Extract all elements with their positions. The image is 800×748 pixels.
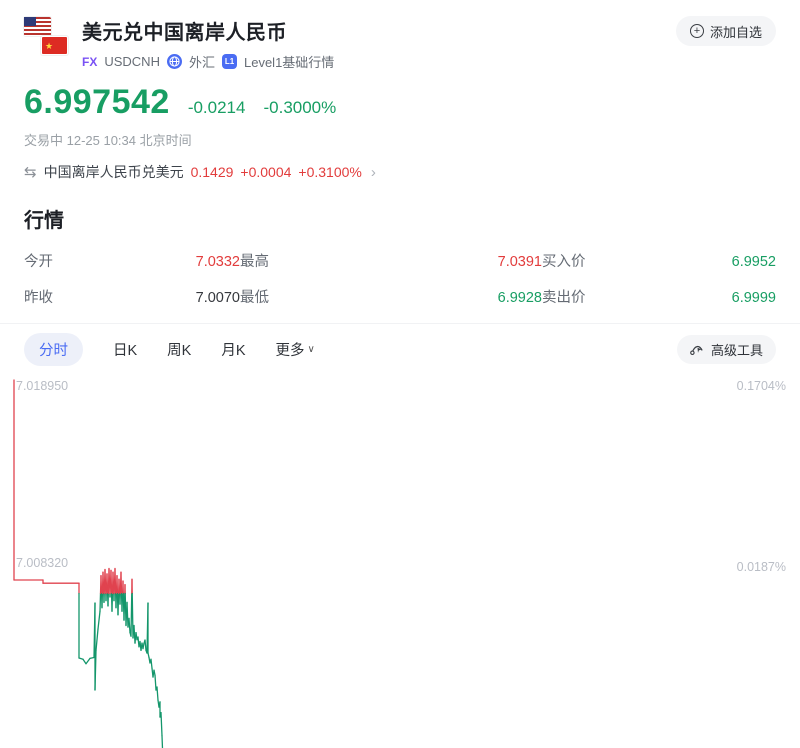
level1-icon: L1: [221, 54, 237, 69]
low-label: 最低: [240, 290, 269, 306]
draw-tool-icon: [690, 345, 703, 355]
advanced-tools-button[interactable]: 高级工具: [676, 335, 776, 364]
pct-axis-label-mid: 0.0187%: [736, 560, 786, 574]
quote-block: 6.997542 -0.0214 -0.3000%: [0, 83, 800, 122]
y-axis-label-top: 7.018950: [16, 379, 69, 393]
high-value: 7.0391: [497, 254, 542, 270]
ask-label: 卖出价: [542, 290, 586, 306]
inverse-pair-label: 中国离岸人民币兑美元: [43, 164, 184, 180]
open-value: 7.0332: [195, 254, 240, 270]
inverse-pair-change-percent: +0.3100%: [298, 164, 362, 180]
price-change: -0.0214: [187, 98, 246, 117]
forex-tag: 外汇: [188, 55, 215, 70]
add-watchlist-button[interactable]: + 添加自选: [675, 16, 776, 46]
plus-circle-icon: +: [689, 24, 704, 38]
pct-axis-label-top: 0.1704%: [736, 379, 786, 393]
prev-close-label: 昨收: [24, 290, 53, 306]
price-change-percent: -0.3000%: [263, 98, 337, 117]
tab-weekly-k[interactable]: 周K: [167, 333, 191, 366]
tab-more[interactable]: 更多 ∨: [276, 333, 315, 366]
swap-icon: ⇆: [24, 164, 37, 181]
tab-monthly-k[interactable]: 月K: [221, 333, 245, 366]
bid-label: 买入价: [542, 254, 586, 270]
prev-close-value: 7.0070: [195, 290, 240, 306]
high-label: 最高: [240, 254, 269, 270]
currency-pair-flags-icon: ★: [24, 16, 70, 56]
china-flag-icon: ★: [41, 36, 68, 55]
intraday-chart-svg: [13, 379, 164, 748]
intraday-chart[interactable]: 7.018950 7.008320 6.997691 0.1704% 0.018…: [0, 375, 800, 748]
market-section-title: 行情: [24, 210, 64, 232]
page-title: 美元兑中国离岸人民币: [82, 22, 287, 44]
bid-value: 6.9952: [731, 254, 776, 270]
tab-intraday[interactable]: 分时: [24, 333, 83, 366]
us-flag-icon: [24, 17, 51, 36]
last-price: 6.997542: [24, 83, 170, 121]
market-section: 行情 今开 7.0332 最高 7.0391 买入价 6.9952 昨收 7.0…: [0, 204, 800, 324]
symbol-code: USDCNH: [104, 54, 160, 69]
add-watchlist-label: 添加自选: [709, 24, 762, 40]
y-axis-label-mid: 7.008320: [16, 556, 69, 570]
low-value: 6.9928: [497, 290, 542, 306]
chevron-down-icon: ∨: [307, 344, 315, 355]
symbol-tags: FX USDCNH 外汇 L1 Level1基础行情: [82, 52, 334, 71]
trading-status: 交易中 12-25 10:34 北京时间: [24, 133, 192, 148]
ask-value: 6.9999: [731, 290, 776, 306]
inverse-pair-row[interactable]: ⇆ 中国离岸人民币兑美元 0.1429 +0.0004 +0.3100% ›: [0, 162, 800, 182]
inverse-pair-change: +0.0004: [240, 164, 292, 180]
inverse-pair-price: 0.1429: [190, 164, 234, 180]
fx-tag: FX: [82, 54, 98, 69]
globe-icon: [166, 54, 182, 69]
chevron-right-icon: ›: [370, 163, 376, 181]
open-label: 今开: [24, 254, 53, 270]
tab-daily-k[interactable]: 日K: [113, 333, 137, 366]
advanced-tools-label: 高级工具: [710, 343, 763, 358]
tab-more-label: 更多: [275, 343, 305, 359]
header: ★ 美元兑中国离岸人民币 FX USDCNH 外汇 L1 Level1基础行情 …: [0, 0, 800, 71]
level1-tag: Level1基础行情: [243, 55, 335, 70]
market-grid: 今开 7.0332 最高 7.0391 买入价 6.9952 昨收 7.0070…: [24, 250, 776, 307]
chart-tabs: 分时 日K 周K 月K 更多 ∨ 高级工具: [0, 324, 800, 374]
